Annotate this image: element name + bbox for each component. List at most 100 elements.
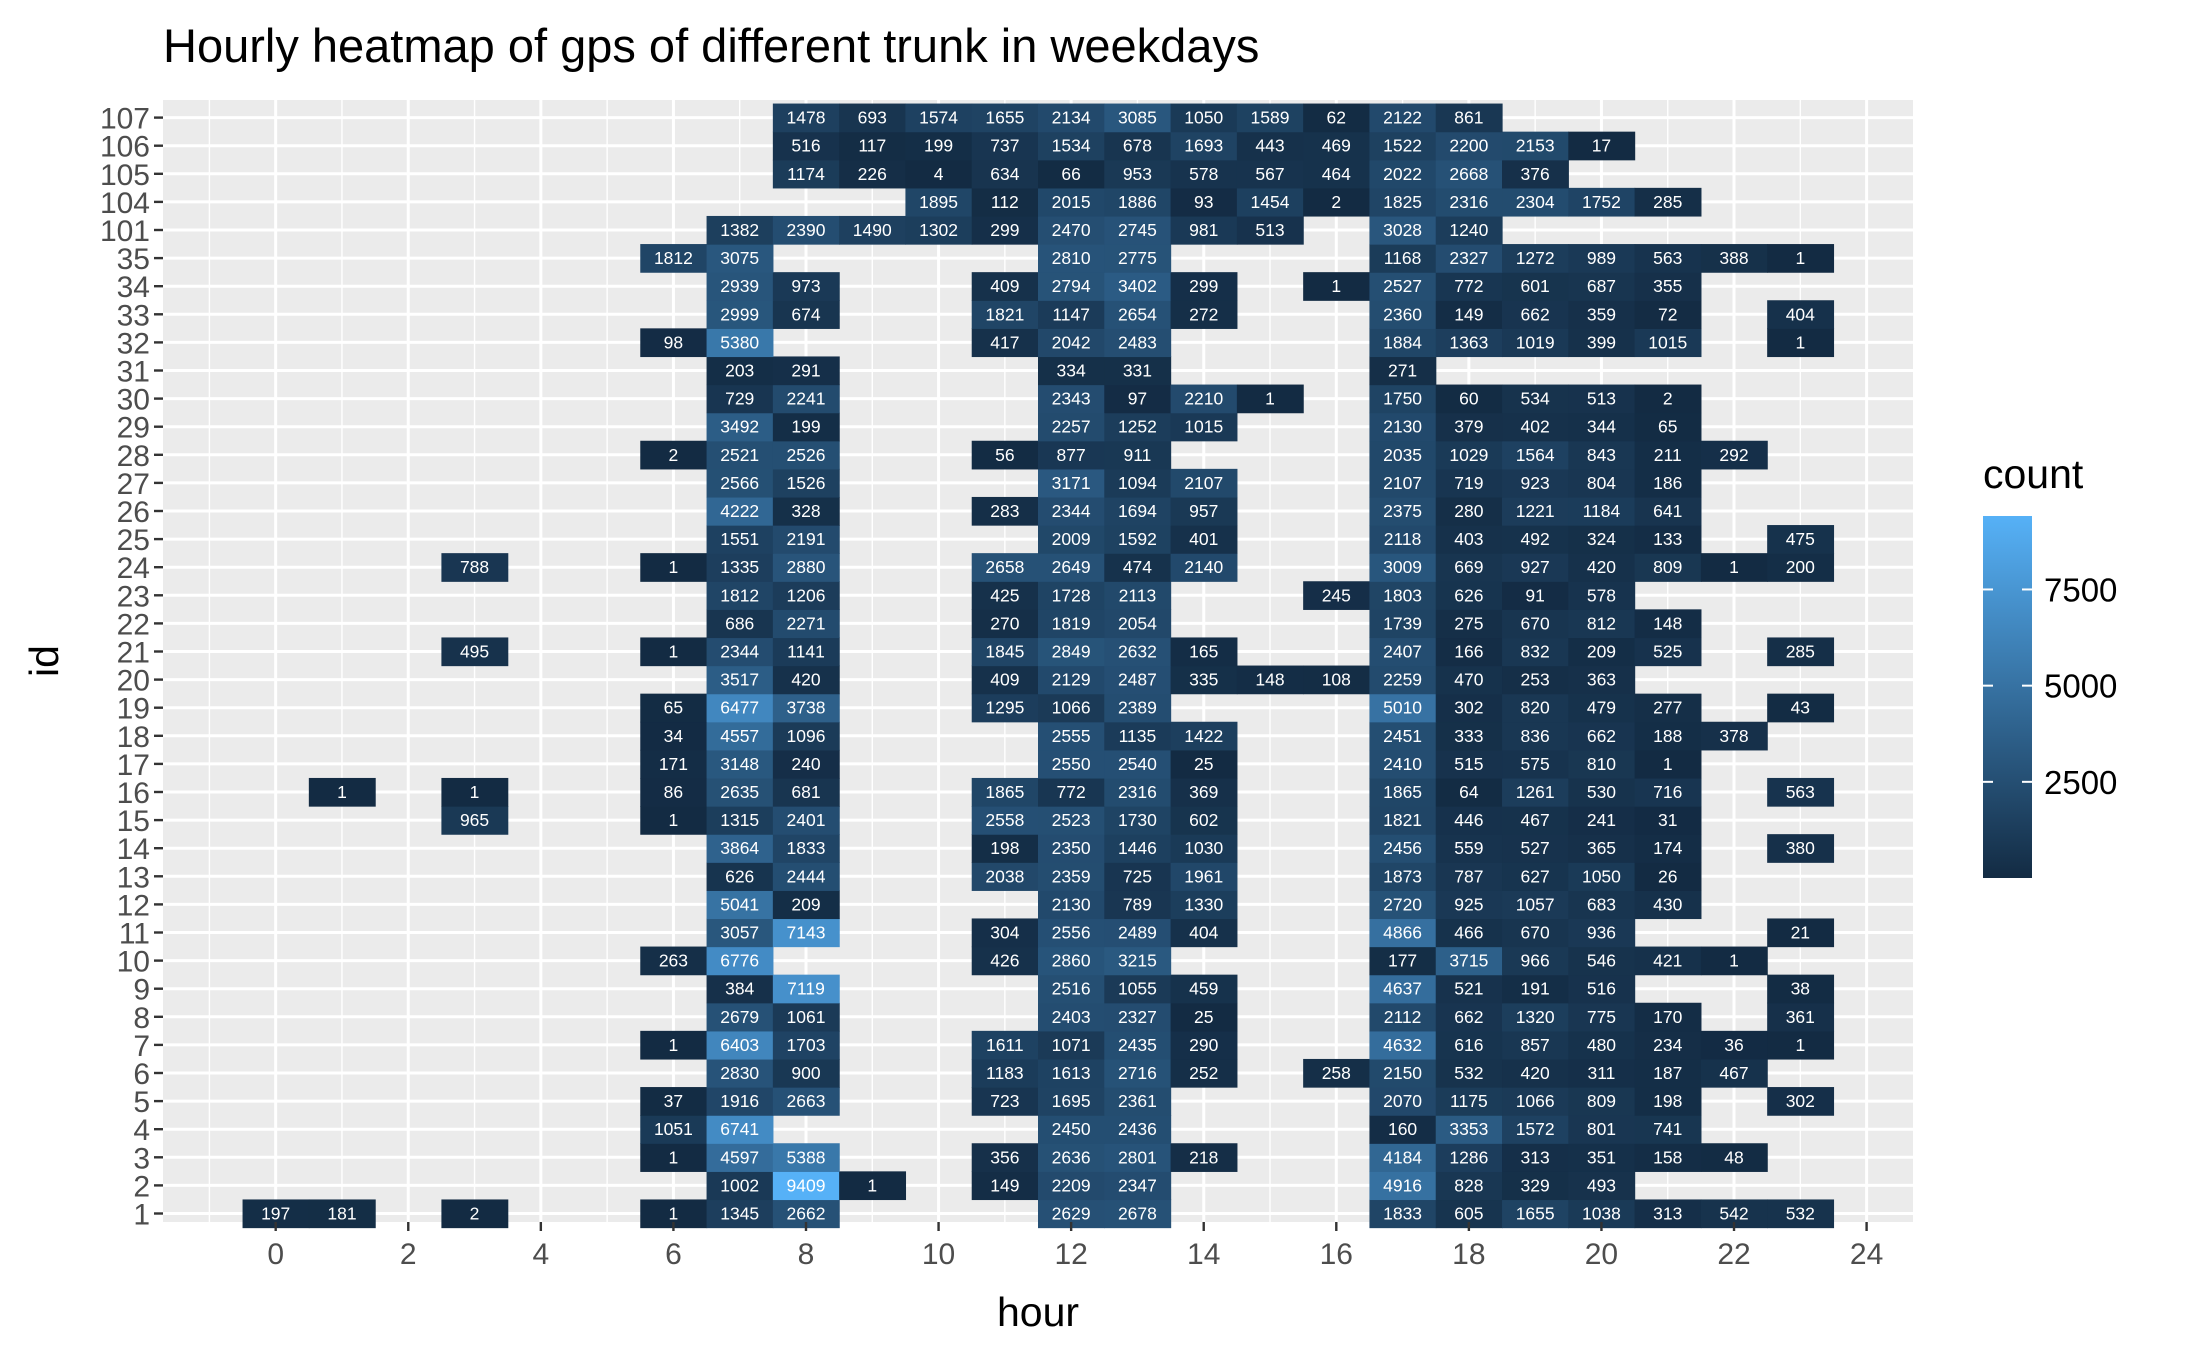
heatmap-cell: [1369, 834, 1437, 863]
y-axis: 1234567891011121314151617181920212223242…: [100, 103, 163, 1232]
heatmap-cell: [772, 356, 840, 386]
cell-value-label: 4184: [1383, 1147, 1422, 1167]
heatmap-cell: [706, 1058, 774, 1088]
cell-value-label: 678: [1123, 136, 1152, 156]
cell-value-label: 2516: [1052, 979, 1091, 999]
cell-value-label: 1865: [985, 782, 1024, 802]
heatmap-cell: [839, 159, 907, 189]
heatmap-cell: [1435, 974, 1503, 1004]
cell-value-label: 1: [669, 642, 679, 662]
heatmap-cell: [1369, 862, 1437, 891]
heatmap-cell: [1369, 946, 1437, 976]
heatmap-cell: [1502, 890, 1569, 920]
heatmap-cell: [1435, 749, 1503, 779]
cell-value-label: 2662: [787, 1204, 826, 1224]
y-tick-label: 8: [133, 1002, 150, 1035]
heatmap-cell: [1568, 1115, 1636, 1144]
cell-value-label: 923: [1521, 473, 1550, 493]
heatmap-cell: [1104, 637, 1172, 667]
cell-value-label: 271: [1388, 361, 1417, 381]
cell-value-label: 275: [1454, 613, 1483, 633]
heatmap-cell: [706, 272, 774, 301]
y-tick-label: 106: [100, 131, 150, 164]
heatmap-cell: [1038, 693, 1105, 723]
cell-value-label: 2153: [1516, 136, 1555, 156]
heatmap-cells: [242, 103, 1835, 1229]
heatmap-cell: [1568, 328, 1636, 358]
cell-value-label: 1478: [787, 108, 826, 128]
cell-value-label: 2678: [1118, 1204, 1157, 1224]
x-tick-label: 14: [1187, 1238, 1220, 1271]
heatmap-cell: [772, 553, 840, 582]
heatmap-cell: [1767, 777, 1835, 807]
cell-value-label: 313: [1521, 1147, 1550, 1167]
cell-value-label: 311: [1587, 1063, 1615, 1083]
heatmap-cell: [1369, 103, 1437, 133]
heatmap-cell: [1369, 553, 1437, 582]
cell-value-label: 149: [1454, 304, 1483, 324]
cell-value-label: 117: [858, 136, 886, 156]
heatmap-cell: [1369, 131, 1437, 161]
cell-value-label: 772: [1057, 782, 1086, 802]
cell-value-label: 662: [1454, 1007, 1483, 1027]
cell-value-label: 166: [1454, 642, 1483, 662]
heatmap-cell: [1700, 1030, 1768, 1060]
heatmap-cell: [1104, 777, 1172, 807]
cell-value-label: 669: [1454, 557, 1483, 577]
heatmap-cell: [1568, 1058, 1636, 1088]
cell-value-label: 3402: [1118, 276, 1157, 296]
cell-value-label: 2327: [1118, 1007, 1157, 1027]
cell-value-label: 209: [791, 894, 820, 914]
heatmap-cell: [1170, 215, 1238, 245]
cell-value-label: 409: [990, 276, 1019, 296]
cell-value-label: 203: [725, 361, 754, 381]
heatmap-cell: [1038, 1115, 1105, 1144]
heatmap-cell: [1700, 721, 1768, 751]
heatmap-cell: [1104, 468, 1172, 498]
cell-value-label: 2526: [787, 445, 826, 465]
cell-value-label: 1613: [1052, 1063, 1091, 1083]
cell-value-label: 1015: [1648, 332, 1687, 352]
heatmap-cell: [905, 131, 973, 161]
heatmap-cell: [1170, 890, 1238, 920]
heatmap-cell: [1435, 1171, 1503, 1201]
cell-value-label: 1050: [1582, 866, 1621, 886]
heatmap-cell: [640, 777, 708, 807]
heatmap-cell: [971, 440, 1039, 470]
heatmap-cell: [1104, 384, 1172, 414]
x-tick-label: 18: [1452, 1238, 1485, 1271]
heatmap-cell: [1568, 187, 1636, 217]
heatmap-cell: [706, 1143, 774, 1172]
cell-value-label: 2389: [1118, 698, 1157, 718]
heatmap-cell: [1568, 1087, 1636, 1116]
heatmap-cell: [1435, 1087, 1503, 1116]
heatmap-cell: [1038, 356, 1105, 386]
cell-value-label: 687: [1587, 276, 1616, 296]
cell-value-label: 729: [725, 389, 754, 409]
cell-value-label: 516: [1587, 979, 1616, 999]
heatmap-cell: [1369, 665, 1437, 695]
heatmap-cell: [1170, 159, 1238, 189]
cell-value-label: 97: [1128, 389, 1147, 409]
cell-value-label: 2794: [1052, 276, 1091, 296]
cell-value-label: 810: [1587, 754, 1616, 774]
cell-value-label: 475: [1786, 529, 1815, 549]
cell-value-label: 443: [1255, 136, 1284, 156]
cell-value-label: 1886: [1118, 192, 1157, 212]
heatmap-cell: [1104, 609, 1172, 639]
cell-value-label: 1833: [1383, 1204, 1422, 1224]
cell-value-label: 245: [1322, 585, 1351, 605]
heatmap-cell: [1568, 244, 1636, 273]
cell-value-label: 38: [1791, 979, 1810, 999]
heatmap-cell: [1369, 890, 1437, 920]
heatmap-cell: [1170, 187, 1238, 217]
cell-value-label: 2663: [787, 1091, 826, 1111]
cell-value-label: 1: [1663, 754, 1673, 774]
cell-value-label: 804: [1587, 473, 1616, 493]
cell-value-label: 199: [924, 136, 953, 156]
cell-value-label: 2042: [1052, 332, 1091, 352]
cell-value-label: 1015: [1184, 417, 1223, 437]
y-tick-label: 23: [117, 580, 150, 613]
cell-value-label: 1611: [986, 1035, 1024, 1055]
heatmap-cell: [1369, 356, 1437, 386]
